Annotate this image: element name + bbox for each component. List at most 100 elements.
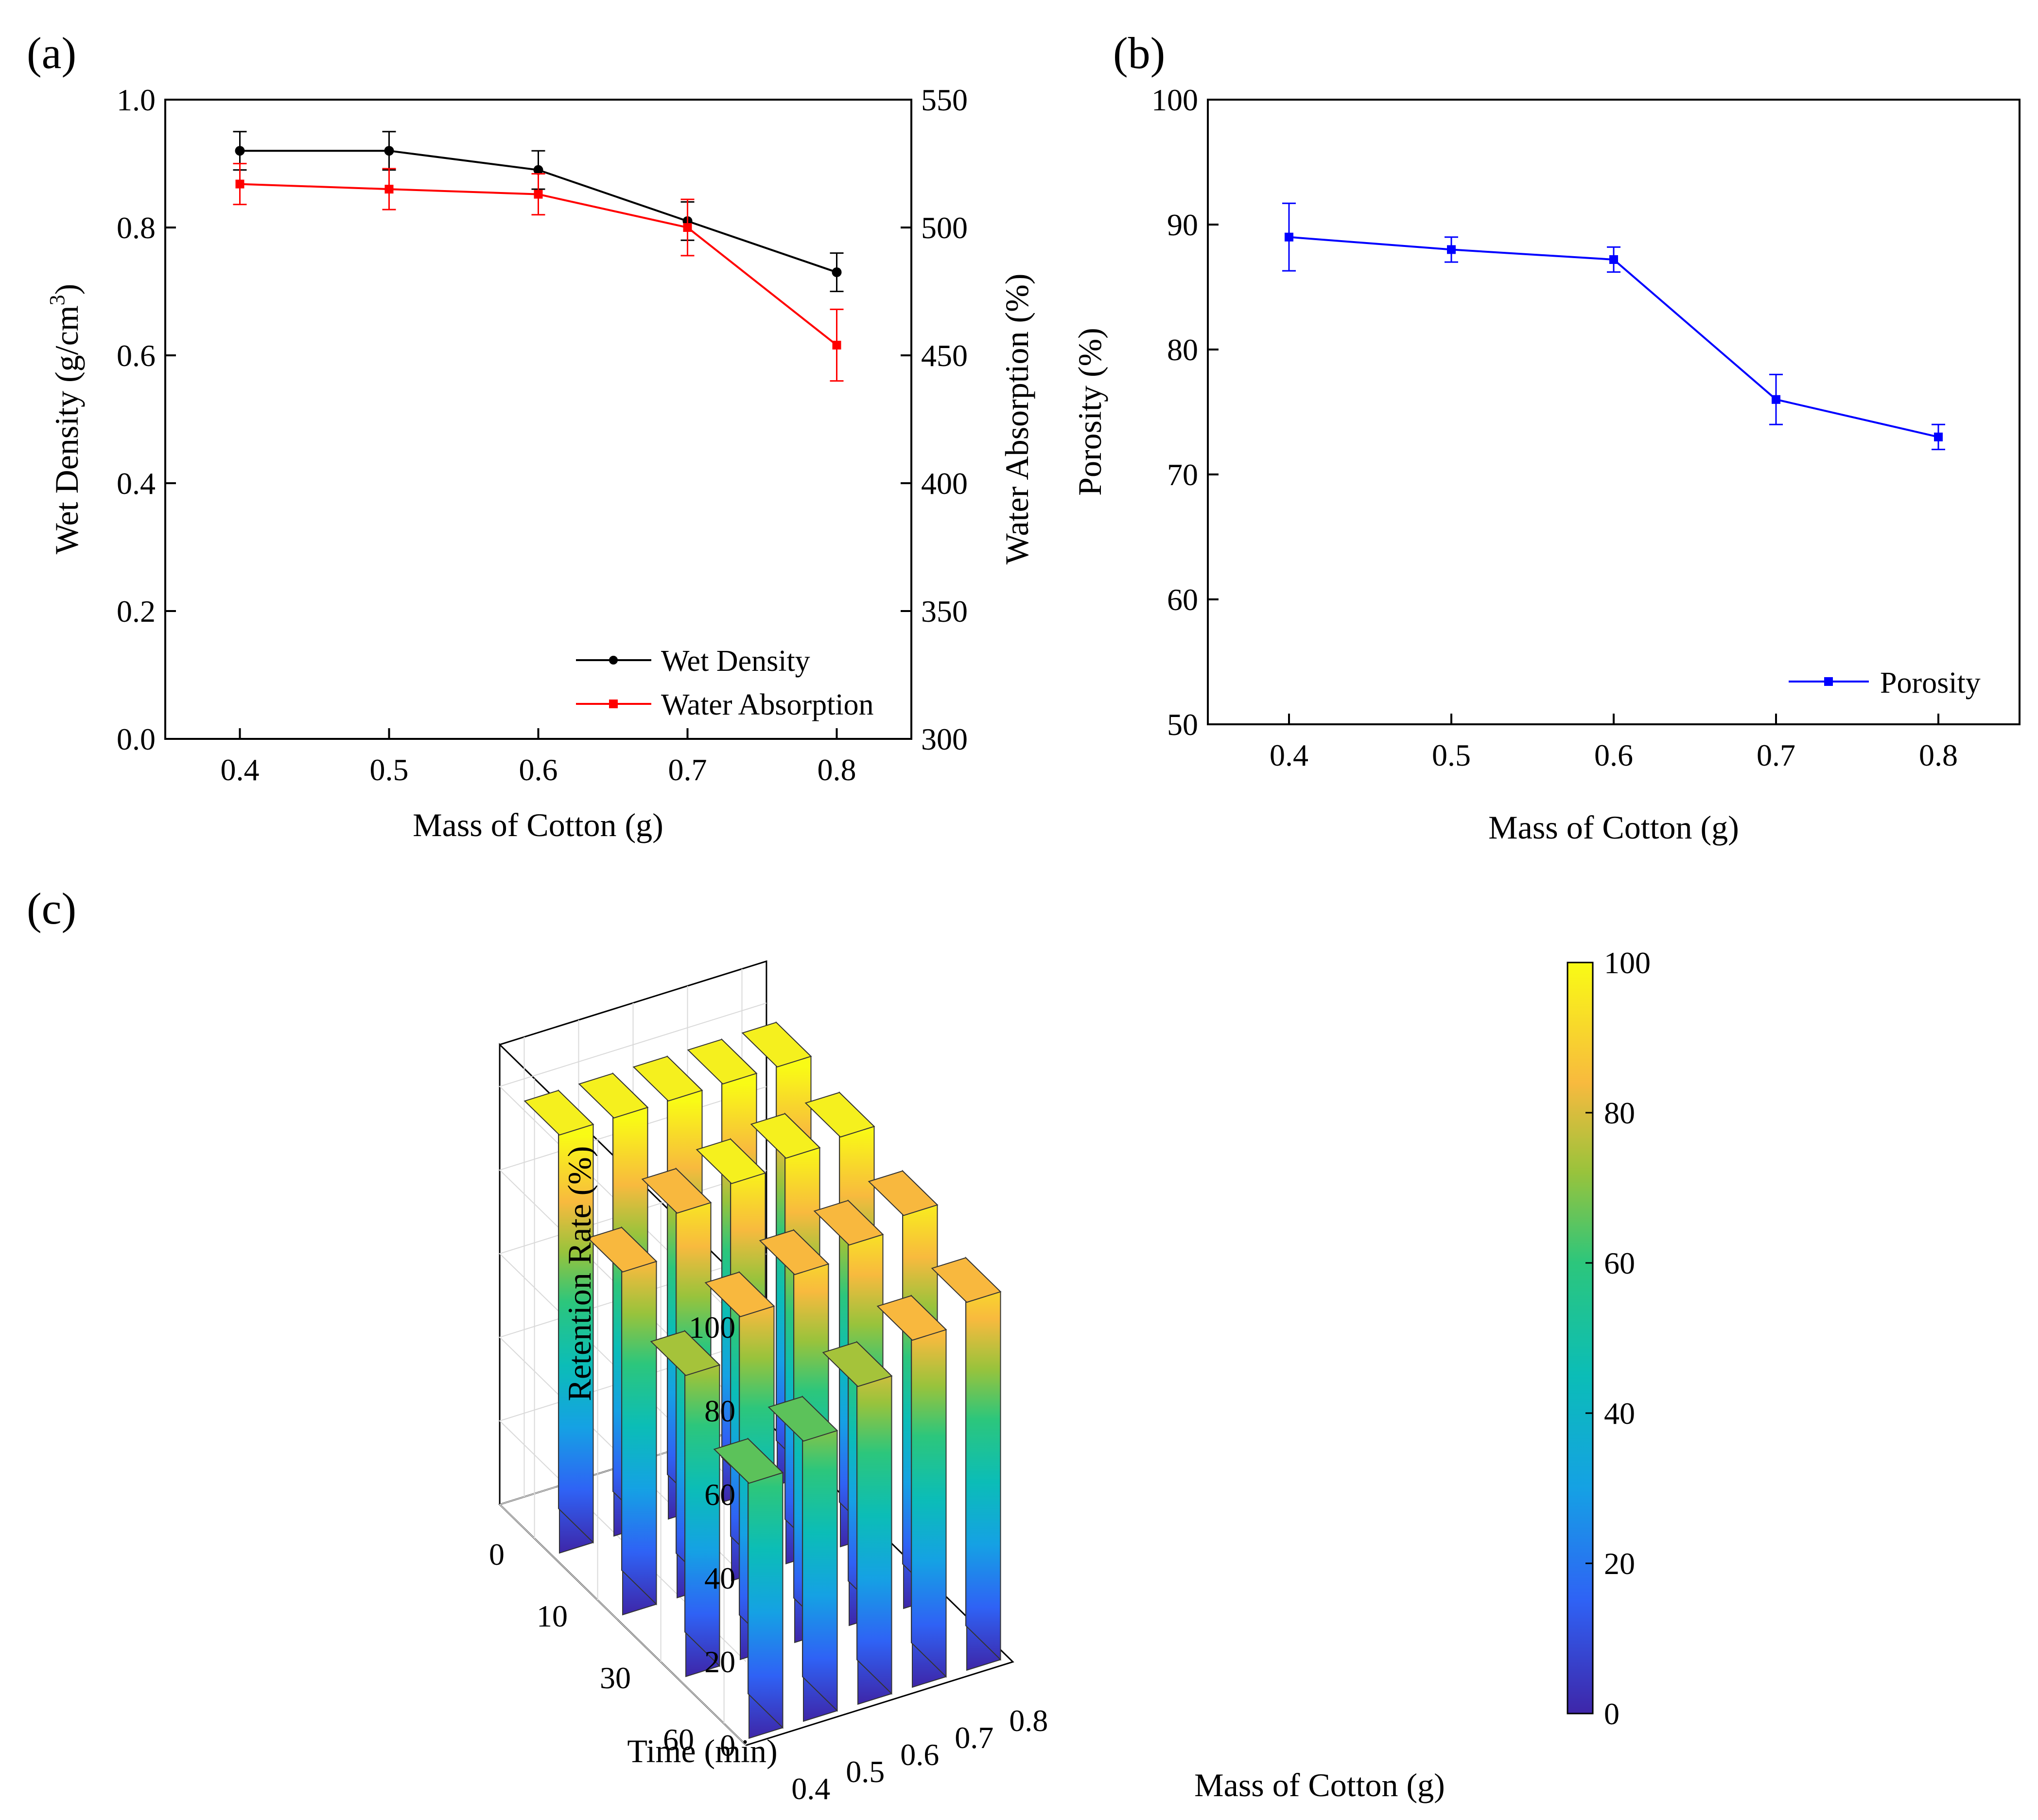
data-point [832,267,842,278]
colorbar-tick-label: 40 [1604,1396,1635,1431]
data-point [1285,232,1293,242]
mass-tick-label: 0.8 [1009,1703,1048,1738]
bar-top-face [759,1229,830,1276]
data-point [235,146,245,156]
y2-axis-title-a: Water Absorption (%) [998,274,1035,565]
y-axis-title-b: Porosity (%) [1071,328,1108,496]
z-tick-label: 60 [704,1477,735,1512]
bar-top-face [876,1295,947,1341]
legend-marker-wet-density [609,656,618,665]
x-axis-title-b: Mass of Cotton (g) [1488,809,1739,846]
y2-ticks-a: 300 350 400 450 500 550 [901,83,968,756]
bar-top-face [587,1226,658,1273]
bar-top-face [523,1090,594,1136]
y-tick-label: 0.2 [117,594,156,629]
x-tick-label: 0.8 [818,752,856,787]
bar-top-face [868,1170,939,1216]
colorbar-tick-label: 0 [1604,1697,1620,1731]
bar [767,1395,838,1722]
series-b [1282,202,1945,451]
bar-top-face [931,1257,1002,1303]
colorbar-tick-label: 20 [1604,1546,1635,1581]
legend-marker-water-absorption [609,700,618,708]
mass-axis-title-c: Mass of Cotton (g) [1194,1767,1445,1803]
y-tick-label: 1.0 [117,83,156,117]
panel-b-label: (b) [1113,28,1165,78]
bar-top-face [804,1092,875,1138]
bar-side-face [965,1257,1001,1661]
data-point [1447,245,1456,254]
z-axis-title-c: Retention Rate (%) [561,1146,598,1401]
z-tick-label: 100 [689,1310,735,1345]
bar-side-face [856,1341,892,1695]
x-tick-label: 0.4 [1270,738,1308,772]
y-tick-label: 0.4 [117,466,156,501]
bar-side-face [802,1395,838,1712]
bar [587,1226,658,1616]
data-point [384,185,394,194]
time-axis-title-c: Time (min) [627,1732,777,1769]
data-point [1609,255,1618,264]
data-point [1934,432,1943,441]
time-tick-label: 10 [537,1599,568,1633]
bar-top-face [813,1200,884,1246]
mass-tick-label: 0.7 [955,1720,993,1755]
x-tick-label: 0.7 [668,752,707,787]
y-tick-label: 80 [1167,332,1198,367]
x-tick-label: 0.6 [1594,738,1633,772]
colorbar-tick-label: 80 [1604,1096,1635,1130]
y2-tick-label: 300 [921,722,968,756]
y-ticks-a: 0.0 0.2 0.4 0.6 0.8 1.0 [117,83,176,756]
mass-tick-label: 0.6 [900,1737,939,1772]
x-ticks-b: 0.4 0.5 0.6 0.7 0.8 [1270,714,1958,772]
data-point [533,165,543,175]
y2-tick-label: 550 [921,83,968,117]
y-tick-label: 0.8 [117,210,156,245]
legend-marker-porosity [1824,677,1833,686]
bars-c [523,1021,1002,1739]
bar-top-face [750,1113,821,1159]
bar-top-face [687,1039,758,1085]
mass-tick-label: 0.5 [846,1754,885,1789]
data-point [683,223,692,232]
z-tick-label: 40 [704,1561,735,1595]
chart-c: 0 20 40 60 80 100 0.4 0.5 0.6 0.7 0.8 0 10 30 60 Reten… [489,945,1651,1806]
data-point [235,179,244,189]
colorbar: 0 20 40 60 80 100 [1567,945,1651,1731]
chart-b: 0.4 0.5 0.6 0.7 0.8 50 60 70 80 90 100 Mass of Co… [1071,83,2021,846]
bar-top-face [650,1330,721,1376]
legend-label-porosity: Porosity [1880,666,1981,700]
bar-top-face [704,1271,775,1317]
data-point [1772,395,1780,404]
bar-side-face [621,1226,657,1606]
x-tick-label: 0.8 [1919,738,1958,772]
x-tick-label: 0.5 [370,752,409,787]
colorbar-tick-label: 60 [1604,1246,1635,1280]
z-tick-label: 0 [720,1728,735,1763]
bar-top-face [632,1056,703,1102]
colorbar-tick-label: 100 [1604,945,1651,980]
chart-a: 0.4 0.5 0.6 0.7 0.8 0.0 0.2 0.4 0.6 0.8 1.0 300 35… [45,83,1035,843]
bar [931,1257,1002,1671]
y-axis-title-a: Wet Density (g/cm3) [45,284,85,555]
series-a [233,131,844,382]
bar [523,1089,594,1554]
y-tick-label: 100 [1151,83,1198,117]
legend-label-water-absorption: Water Absorption [661,688,874,721]
plot-frame-b [1207,99,2021,725]
y2-tick-label: 500 [921,210,968,245]
y-tick-label: 70 [1167,457,1198,492]
y-ticks-b: 50 60 70 80 90 100 [1151,83,1219,742]
bar-top-face [741,1022,812,1068]
bar [876,1295,947,1688]
grid-line [499,1002,767,1328]
bar-top-face [713,1438,784,1484]
bar-side-face [911,1295,947,1678]
y2-tick-label: 400 [921,466,968,501]
y-tick-label: 60 [1167,582,1198,617]
time-tick-label: 30 [600,1661,631,1695]
time-tick-label: 0 [489,1537,505,1572]
legend-b: Porosity [1789,666,1981,700]
legend-a: Wet Density Water Absorption [576,645,874,721]
